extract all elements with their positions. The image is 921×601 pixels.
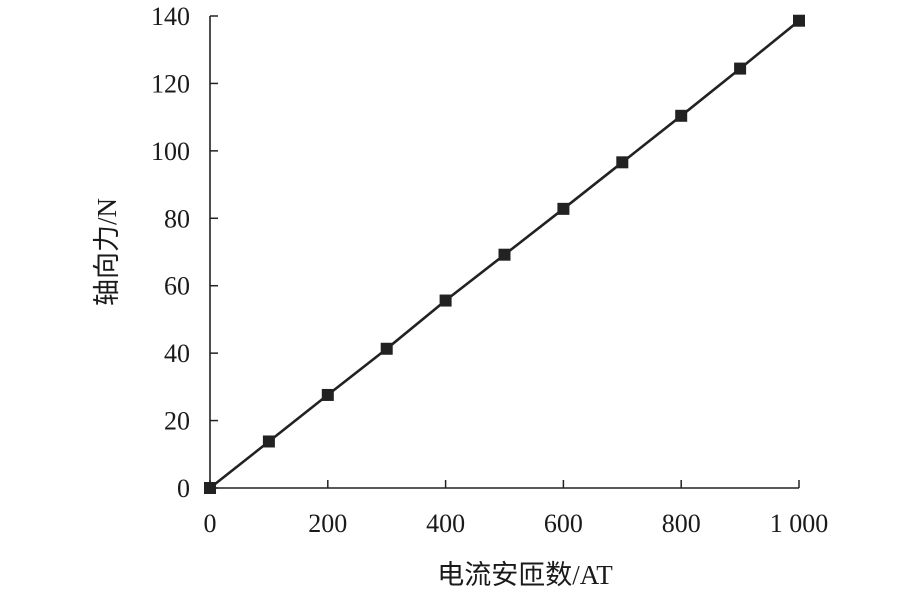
axes	[209, 16, 799, 489]
y-tick-label: 100	[151, 137, 190, 166]
series-layer	[204, 14, 805, 494]
data-point	[439, 294, 452, 307]
data-point	[793, 14, 805, 27]
y-tick-label: 40	[164, 339, 190, 368]
data-point	[498, 248, 511, 261]
y-tick-label: 120	[151, 69, 190, 98]
y-tick-label: 60	[164, 272, 190, 301]
y-axis-title: 轴向力/N	[92, 198, 122, 306]
x-tick-label: 400	[426, 509, 465, 538]
x-tick-label: 600	[544, 509, 583, 538]
data-point	[321, 388, 334, 401]
x-tick-label: 800	[662, 509, 701, 538]
x-tick-label: 0	[204, 509, 217, 538]
y-tick-label: 80	[164, 204, 190, 233]
y-tick-label: 140	[151, 2, 190, 31]
data-point	[734, 62, 747, 75]
data-point	[675, 109, 688, 122]
x-tick-label: 200	[308, 509, 347, 538]
data-point	[616, 156, 629, 169]
data-point	[557, 202, 570, 215]
data-point	[262, 435, 275, 448]
x-axis-title: 电流安匝数/AT	[437, 560, 613, 590]
x-tick-label: 1 000	[770, 509, 829, 538]
y-tick-label: 20	[164, 407, 190, 436]
data-point	[380, 342, 393, 355]
data-point	[204, 482, 216, 494]
y-tick-label: 0	[177, 474, 190, 503]
tick-labels: 0 20 40 60 80 100 120 140 0 200 400 600 800 1 000	[151, 2, 828, 538]
